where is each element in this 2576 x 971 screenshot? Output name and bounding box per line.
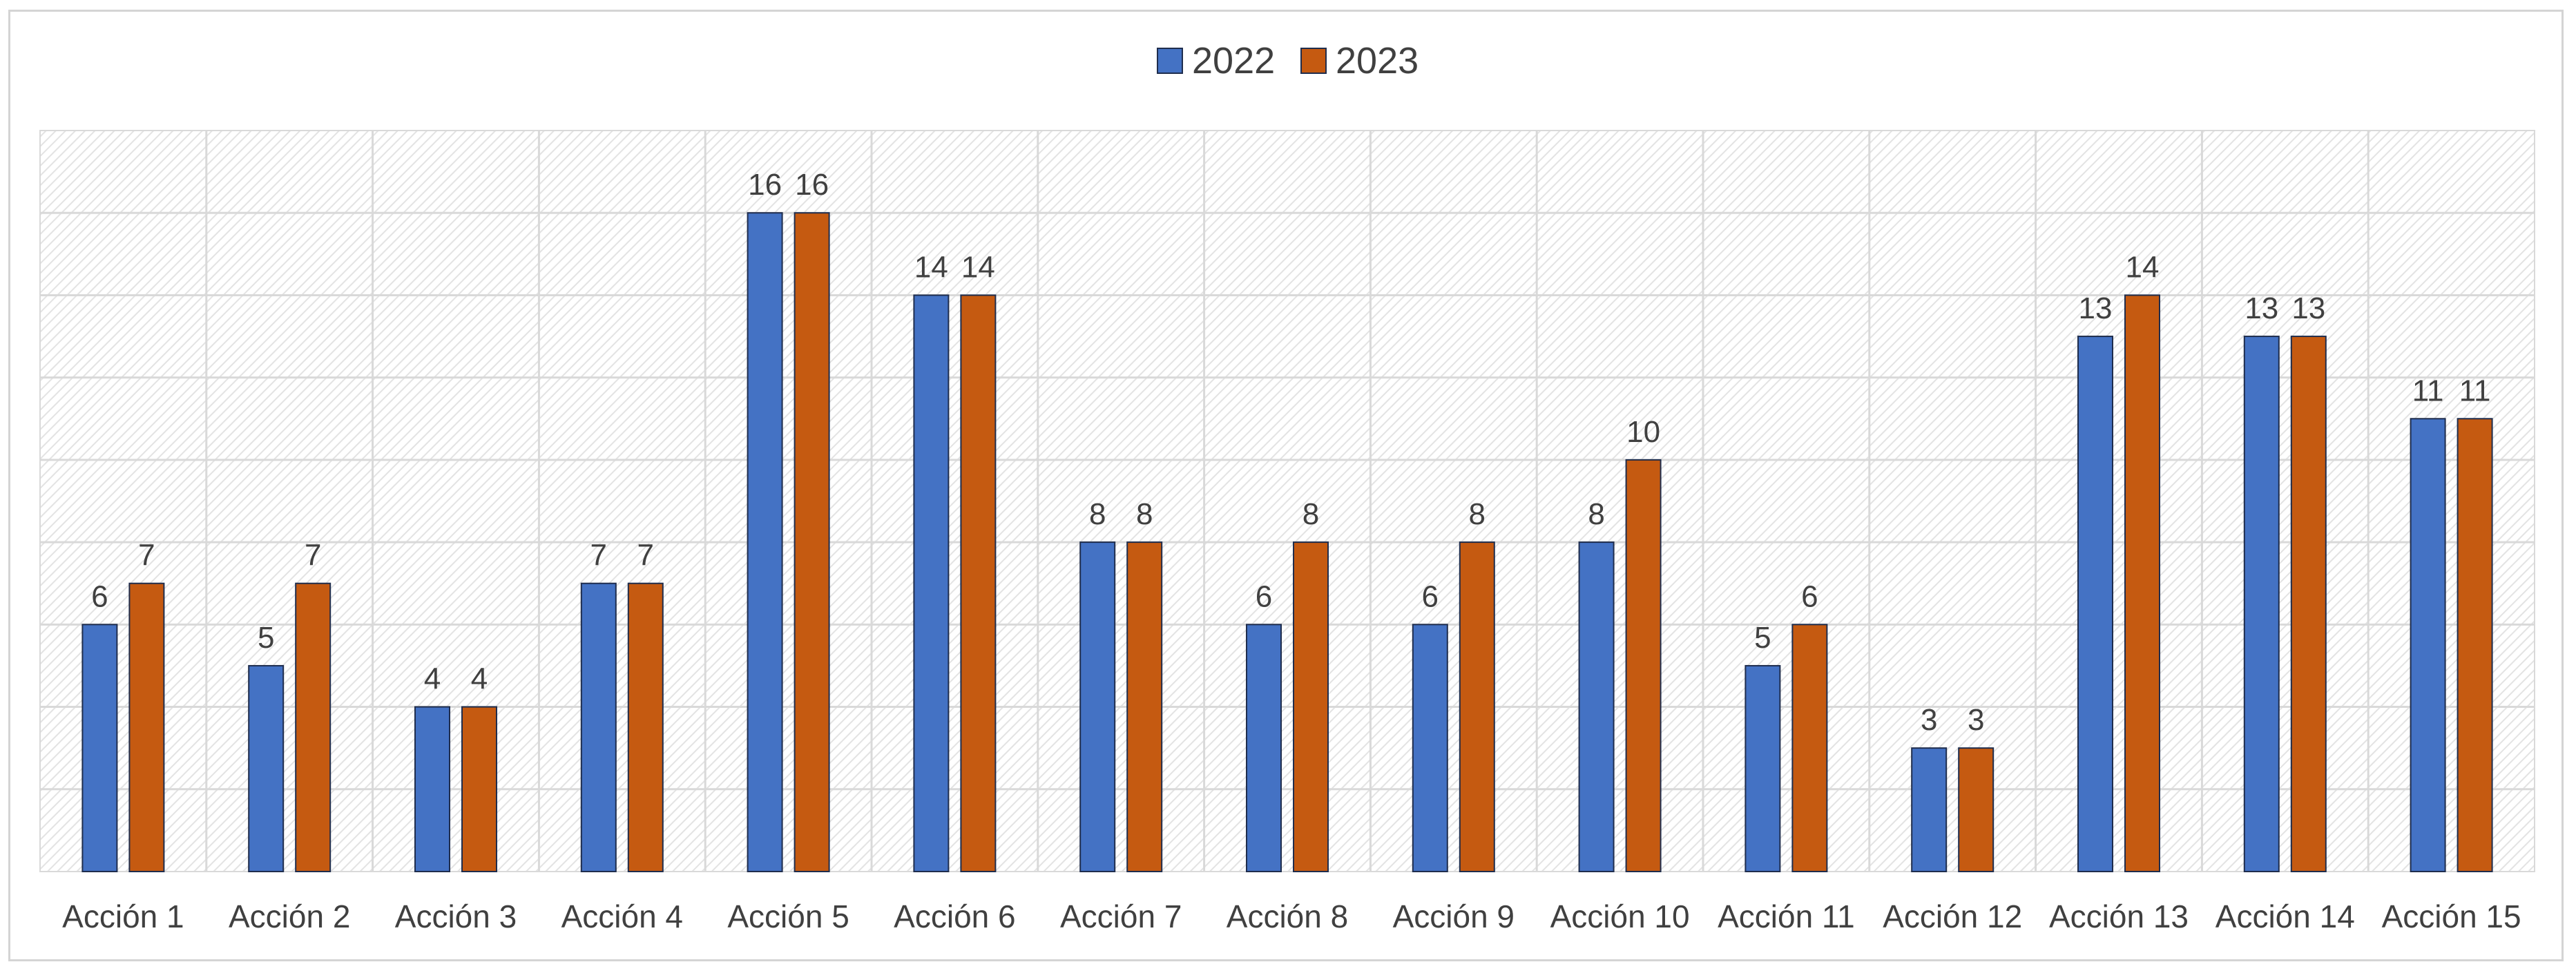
data-label: 13: [2291, 291, 2325, 325]
data-label: 11: [2459, 374, 2491, 407]
data-label: 6: [1422, 579, 1439, 613]
data-label: 13: [2245, 291, 2278, 325]
legend-label-2023: 2023: [1336, 40, 1419, 81]
x-tick-label: Acción 1: [62, 898, 184, 934]
x-tick-label: Acción 11: [1718, 898, 1855, 934]
bar-2022-14: [2243, 336, 2280, 872]
x-tick-label: Acción 15: [2382, 898, 2521, 934]
data-label: 7: [305, 539, 321, 573]
bar-2022-15: [2410, 418, 2446, 872]
data-label: 6: [1801, 579, 1818, 613]
data-label: 8: [1089, 497, 1106, 531]
bar-2022-4: [580, 582, 617, 872]
bar-2023-9: [1459, 541, 1495, 872]
bar-2022-2: [248, 664, 285, 872]
data-label: 5: [1754, 621, 1771, 655]
x-tick-label: Acción 9: [1393, 898, 1515, 934]
data-label: 3: [1921, 703, 1937, 737]
bar-2023-7: [1126, 541, 1163, 872]
data-label: 7: [138, 539, 155, 573]
bar-2023-14: [2290, 336, 2327, 872]
bar-2022-1: [81, 624, 118, 872]
legend-swatch-2022: [1157, 48, 1183, 74]
x-tick-label: Acción 8: [1227, 898, 1348, 934]
data-label: 6: [1256, 579, 1272, 613]
data-label: 4: [471, 662, 488, 696]
x-tick-labels: Acción 1 Acción 2 Acción 3 Acción 4 Acción 5…: [62, 898, 2521, 934]
data-label: 13: [2079, 291, 2113, 325]
bar-2023-1: [128, 582, 165, 872]
bar-2022-10: [1578, 541, 1615, 872]
bar-2022-9: [1412, 624, 1448, 872]
data-label: 8: [1588, 497, 1604, 531]
legend: 2022 2023: [1157, 40, 1419, 81]
legend-label-2022: 2022: [1192, 40, 1275, 81]
data-label: 16: [795, 168, 829, 202]
bar-2023-12: [1958, 747, 1995, 872]
bar-2023-2: [295, 582, 331, 872]
data-label: 14: [961, 250, 995, 284]
bar-2023-10: [1625, 459, 1662, 872]
bar-2022-7: [1079, 541, 1116, 872]
bar-2023-3: [461, 706, 497, 872]
data-label: 7: [637, 539, 654, 573]
gridlines: [40, 131, 2535, 872]
data-label: 16: [748, 168, 782, 202]
bar-2023-13: [2124, 294, 2160, 872]
plot-area: [39, 130, 2535, 872]
data-label: 8: [1303, 497, 1319, 531]
bar-2023-8: [1293, 541, 1329, 872]
bar-2023-4: [627, 582, 664, 872]
bar-2023-5: [794, 212, 830, 872]
data-label: 5: [258, 621, 274, 655]
data-label: 3: [1968, 703, 1984, 737]
x-tick-label: Acción 5: [727, 898, 849, 934]
x-tick-label: Acción 14: [2215, 898, 2355, 934]
x-tick-label: Acción 3: [395, 898, 517, 934]
data-label: 8: [1136, 497, 1153, 531]
data-label: 11: [2412, 374, 2444, 407]
data-label: 10: [1626, 415, 1660, 449]
bar-2022-8: [1246, 624, 1282, 872]
x-tick-label: Acción 10: [1550, 898, 1690, 934]
bar-2022-3: [414, 706, 450, 872]
bar-2023-11: [1791, 624, 1828, 872]
legend-swatch-2023: [1300, 48, 1327, 74]
bar-2022-11: [1744, 664, 1781, 872]
data-label: 14: [914, 250, 948, 284]
bar-2022-12: [1911, 747, 1948, 872]
bar-2022-13: [2077, 336, 2113, 872]
x-tick-label: Acción 2: [229, 898, 350, 934]
data-label: 14: [2126, 250, 2160, 284]
bar-2023-6: [960, 294, 997, 872]
data-label: 6: [91, 579, 108, 613]
data-label: 8: [1469, 497, 1486, 531]
bars: [81, 212, 2493, 872]
bar-2022-5: [747, 212, 783, 872]
x-tick-label: Acción 13: [2049, 898, 2189, 934]
x-tick-label: Acción 12: [1883, 898, 2022, 934]
bar-2023-15: [2457, 418, 2493, 872]
x-tick-label: Acción 7: [1060, 898, 1182, 934]
data-label: 7: [590, 539, 607, 573]
x-tick-label: Acción 6: [894, 898, 1015, 934]
x-tick-label: Acción 4: [561, 898, 683, 934]
bar-2022-6: [913, 294, 950, 872]
data-label: 4: [424, 662, 441, 696]
